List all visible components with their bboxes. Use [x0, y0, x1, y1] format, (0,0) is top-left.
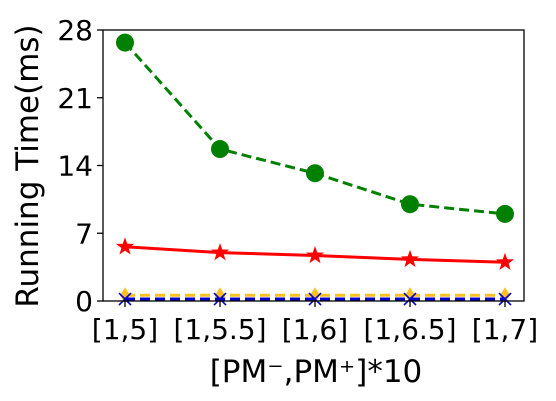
y-axis-title: Running Time(ms)	[10, 24, 46, 307]
data-point	[211, 140, 229, 159]
x-axis-title: [PM⁻,PM⁺]*10	[210, 354, 423, 390]
series-2	[115, 237, 515, 270]
data-point	[495, 252, 515, 270]
data-point	[305, 246, 325, 264]
data-point	[403, 292, 417, 306]
y-axis: 0 7 14 21 28	[57, 14, 103, 318]
x-tick-label: [1,5]	[92, 313, 158, 346]
data-point	[115, 237, 135, 255]
data-point	[401, 195, 419, 214]
x-tick-label: [1,6]	[282, 313, 348, 346]
data-point	[498, 292, 512, 306]
y-tick-label: 14	[57, 150, 93, 183]
x-tick-label: [1,6.5]	[363, 313, 456, 346]
x-axis: [1,5] [1,5.5] [1,6] [1,6.5] [1,7]	[92, 301, 538, 346]
x-tick-label: [1,7]	[472, 313, 538, 346]
y-tick-label: 7	[75, 217, 93, 250]
data-point	[210, 243, 230, 261]
data-point	[213, 292, 227, 306]
data-point	[306, 164, 324, 183]
y-tick-label: 0	[75, 285, 93, 318]
data-point	[116, 33, 134, 52]
y-tick-label: 21	[57, 82, 93, 115]
x-tick-label: [1,5.5]	[173, 313, 266, 346]
data-point	[496, 204, 514, 223]
series-layer	[115, 33, 515, 306]
data-point	[400, 249, 420, 268]
y-tick-label: 28	[57, 14, 93, 47]
series-1	[116, 33, 514, 223]
data-point	[308, 292, 322, 306]
series-4	[118, 292, 512, 306]
data-point	[118, 292, 132, 306]
